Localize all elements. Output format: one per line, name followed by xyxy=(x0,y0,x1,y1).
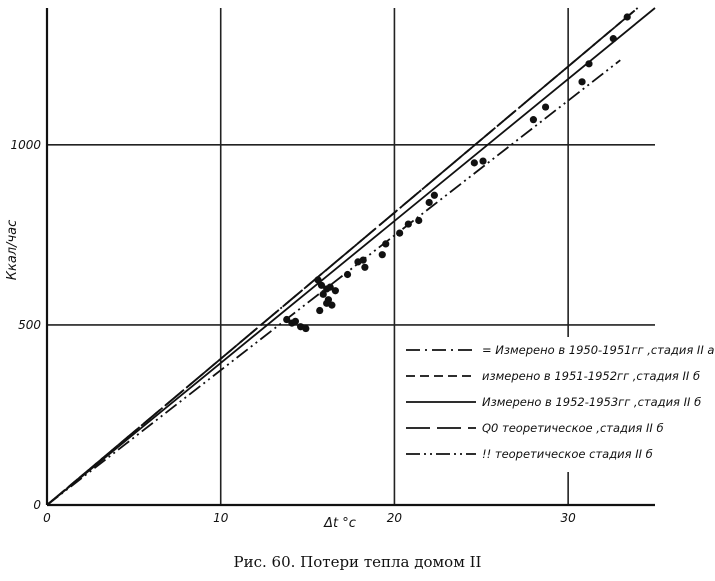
data-point xyxy=(585,60,593,68)
data-point xyxy=(319,290,327,298)
legend-label-1: = Измерено в 1950-1951гг ,стадия II a xyxy=(482,343,714,357)
legend-label-5: !! теоретическое стадия II б xyxy=(482,447,653,461)
data-point xyxy=(425,198,433,207)
legend-label-2: измерено в 1951-1952гг ,стадия II б xyxy=(482,369,700,383)
data-point xyxy=(415,216,423,225)
data-point xyxy=(578,78,586,86)
y-tick-label: 1000 xyxy=(10,138,41,152)
grid-lines xyxy=(47,8,655,505)
heat-loss-chart: 0 10 20 30 0 500 1000 = Измерено в 1950-1951гг… xyxy=(5,7,714,531)
data-point xyxy=(529,116,538,124)
data-point xyxy=(359,256,367,264)
data-point xyxy=(283,315,291,324)
tick-labels: 0 10 20 30 0 500 1000 xyxy=(10,138,576,525)
series-line-3 xyxy=(46,7,656,506)
legend: = Измерено в 1950-1951гг ,стадия II a изм… xyxy=(398,337,714,472)
data-point xyxy=(396,229,404,237)
data-point xyxy=(323,299,331,307)
data-point xyxy=(316,306,324,315)
figure-caption: Рис. 60. Потери тепла домом II xyxy=(233,553,482,571)
data-point xyxy=(623,13,631,21)
data-point xyxy=(317,281,326,289)
data-point xyxy=(361,263,369,271)
x-tick-label: 10 xyxy=(213,511,229,525)
data-point xyxy=(326,283,334,291)
y-tick-label: 0 xyxy=(33,498,41,512)
data-point xyxy=(302,324,310,333)
data-point xyxy=(382,240,390,248)
data-point xyxy=(404,220,412,228)
x-axis-label: Δt °c xyxy=(323,516,356,531)
data-point xyxy=(378,251,386,259)
data-point xyxy=(541,103,550,111)
data-point xyxy=(343,270,352,279)
y-axis-label: Ккал/час xyxy=(5,220,20,281)
data-point xyxy=(470,159,478,167)
data-point xyxy=(479,157,487,165)
measured-points xyxy=(283,13,631,333)
series-line-4 xyxy=(46,7,639,506)
legend-label-3: Измерено в 1952-1953гг ,стадия II б xyxy=(482,395,701,409)
series-line-5 xyxy=(46,59,621,506)
x-tick-label: 20 xyxy=(387,511,403,525)
axes xyxy=(45,8,655,507)
y-tick-label: 500 xyxy=(18,318,41,332)
data-point xyxy=(430,191,438,199)
data-point xyxy=(291,317,300,325)
data-point xyxy=(609,35,617,43)
legend-box xyxy=(398,337,708,472)
legend-label-4: Q0 теоретическое ,стадия II б xyxy=(482,421,664,435)
x-tick-label: 0 xyxy=(43,511,51,525)
x-tick-label: 30 xyxy=(561,511,577,525)
series-lines xyxy=(46,7,656,506)
data-point xyxy=(314,276,322,284)
data-point xyxy=(331,287,339,295)
